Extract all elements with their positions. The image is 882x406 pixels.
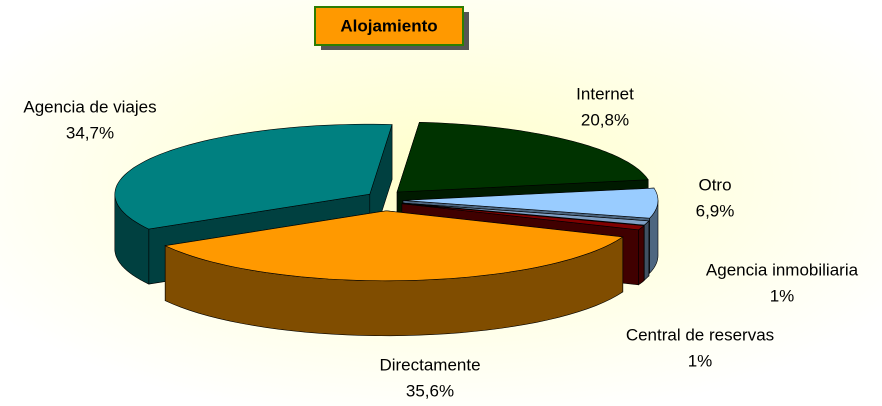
slice-side [638, 224, 645, 286]
slice [402, 187, 659, 219]
chart-title: Alojamiento [340, 16, 437, 35]
slice-value-label: 1% [770, 286, 795, 305]
slice [396, 121, 649, 193]
slice [402, 202, 650, 226]
slice [164, 210, 624, 282]
title-box [314, 6, 464, 46]
slice-value-label: 34,7% [66, 123, 114, 142]
slice-label: Agencia de viajes [23, 97, 156, 116]
slice-value-label: 6,9% [696, 201, 735, 220]
slice [114, 123, 393, 230]
slice-label: Agencia inmobiliaria [706, 260, 859, 279]
slice-label: Otro [698, 175, 731, 194]
slice-value-label: 1% [688, 351, 713, 370]
slice [164, 210, 624, 337]
slice-label: Central de reservas [626, 325, 774, 344]
slice-value-label: 35,6% [406, 381, 454, 400]
pie [114, 121, 659, 337]
slice [401, 203, 645, 231]
slice-side [644, 220, 650, 281]
slice-value-label: 20,8% [581, 110, 629, 129]
slice-label: Internet [576, 84, 634, 103]
slice-label: Directamente [379, 355, 480, 374]
